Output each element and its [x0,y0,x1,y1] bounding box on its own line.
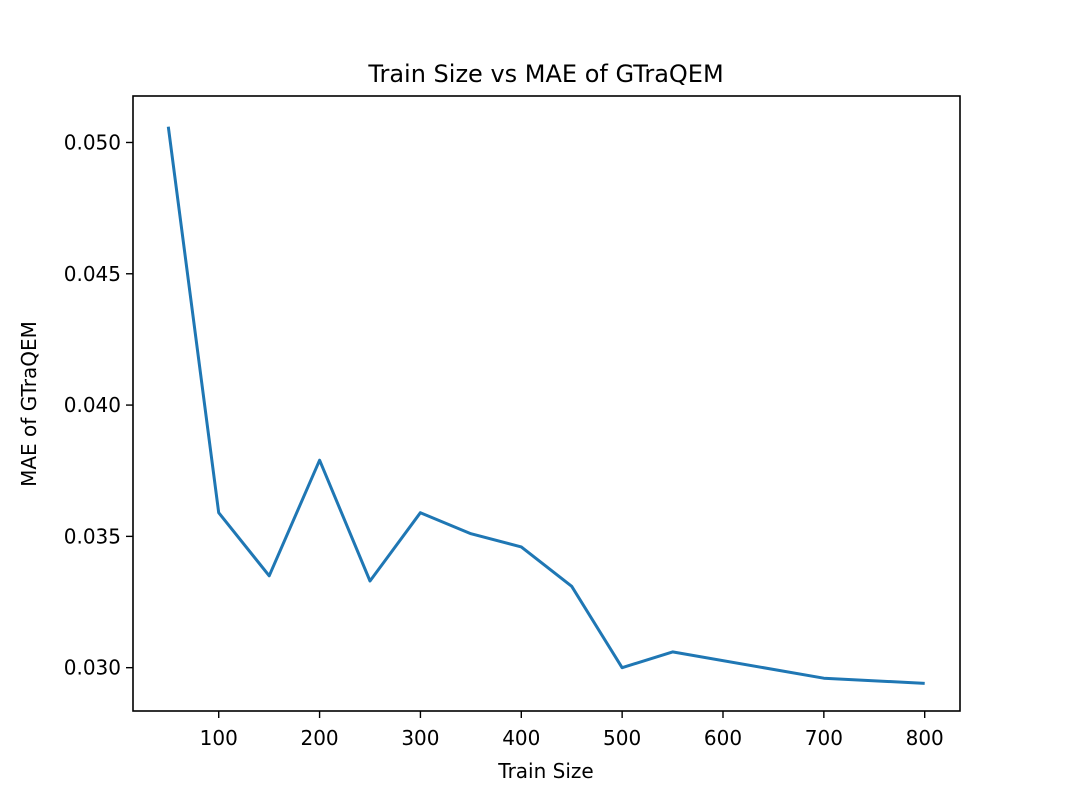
y-tick-label: 0.030 [64,656,121,680]
y-tick-label: 0.040 [64,393,121,417]
x-tick-label: 300 [401,726,439,750]
x-tick-label: 100 [200,726,238,750]
y-tick-label: 0.050 [64,130,121,154]
x-axis: 100 200 300 400 500 600 700 800 [200,711,944,750]
chart-title: Train Size vs MAE of GTraQEM [367,60,723,88]
x-axis-label: Train Size [497,759,593,783]
y-tick-label: 0.035 [64,524,121,548]
x-tick-label: 800 [906,726,944,750]
x-tick-label: 600 [704,726,742,750]
x-tick-label: 700 [805,726,843,750]
y-axis-label: MAE of GTraQEM [17,321,41,487]
x-tick-label: 500 [603,726,641,750]
plot-area [166,126,925,685]
data-line [166,126,925,685]
x-tick-label: 400 [502,726,540,750]
y-axis: 0.030 0.035 0.040 0.045 0.050 [64,130,133,680]
y-tick-label: 0.045 [64,262,121,286]
x-tick-label: 200 [300,726,338,750]
axes-frame [132,95,961,712]
